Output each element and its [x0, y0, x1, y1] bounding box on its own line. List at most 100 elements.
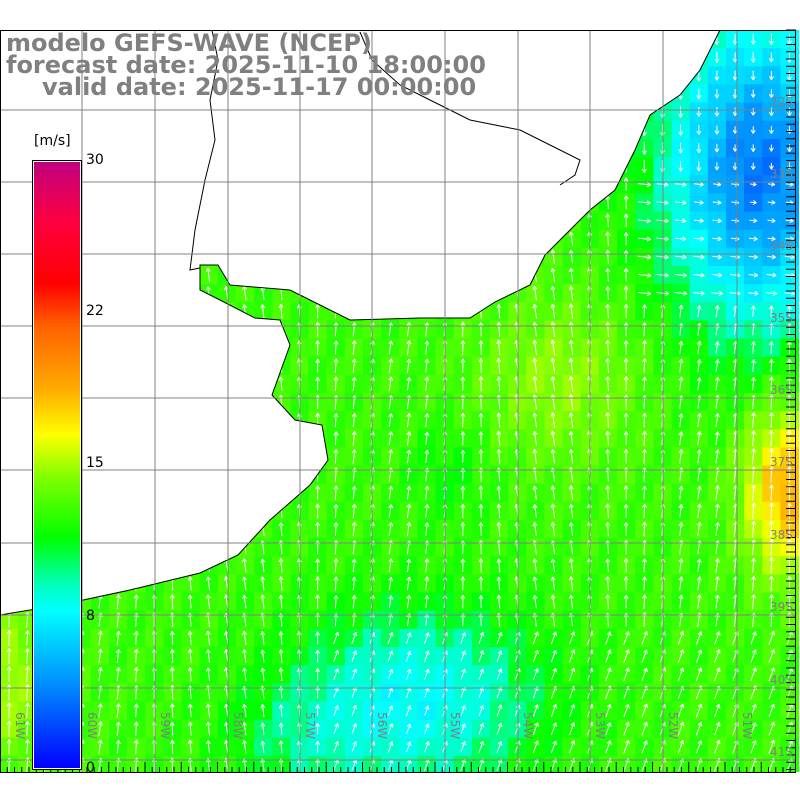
wind-arrow	[532, 176, 538, 192]
wind-arrow	[25, 503, 30, 519]
wind-cell	[90, 483, 110, 503]
wind-arrow	[370, 140, 375, 156]
wind-arrow	[25, 340, 30, 355]
latitude-label: 41S	[770, 745, 793, 759]
wind-arrow	[315, 104, 321, 119]
wind-arrow	[169, 122, 175, 137]
wind-arrow	[388, 176, 394, 192]
wind-cell	[617, 66, 636, 85]
wind-arrow	[169, 177, 175, 192]
wind-cell	[127, 483, 146, 503]
wind-cell	[217, 538, 237, 557]
wind-cell	[453, 102, 473, 122]
wind-cell	[181, 465, 201, 485]
wind-cell	[254, 211, 273, 231]
wind-cell	[526, 84, 545, 103]
wind-cell	[217, 102, 237, 122]
wind-arrow	[43, 104, 49, 119]
wind-cell	[127, 247, 146, 267]
wind-cell	[635, 48, 654, 67]
wind-cell	[181, 157, 201, 176]
wind-arrow	[406, 213, 412, 228]
wind-arrow	[460, 158, 466, 174]
wind-arrow	[460, 177, 466, 192]
wind-cell	[399, 229, 418, 249]
wind-cell	[0, 538, 19, 557]
wind-arrow	[205, 304, 211, 319]
wind-cell	[108, 102, 128, 122]
wind-arrow	[333, 104, 339, 119]
wind-arrow	[388, 159, 394, 173]
wind-arrow	[568, 122, 574, 137]
wind-cell	[181, 138, 201, 158]
wind-arrow	[496, 213, 502, 228]
wind-cell	[254, 465, 273, 485]
wind-arrow	[6, 195, 12, 210]
wind-arrow	[242, 249, 247, 264]
wind-cell	[163, 356, 182, 376]
wind-arrow	[370, 268, 375, 282]
wind-arrow	[25, 449, 30, 464]
wind-cell	[217, 120, 237, 140]
wind-arrow	[242, 213, 247, 228]
wind-arrow	[605, 68, 611, 83]
wind-arrow	[187, 558, 193, 573]
wind-arrow	[623, 141, 629, 155]
wind-cell	[526, 120, 545, 140]
wind-arrow	[6, 558, 12, 573]
wind-cell	[635, 30, 654, 49]
wind-arrow	[151, 195, 157, 210]
wind-arrow	[115, 358, 121, 373]
wind-cell	[598, 30, 618, 49]
wind-cell	[199, 320, 219, 339]
wind-cell	[90, 538, 110, 557]
wind-cell	[108, 211, 128, 231]
wind-cell	[326, 102, 346, 122]
wind-cell	[417, 175, 436, 194]
wind-arrow	[6, 358, 12, 373]
wind-cell	[199, 465, 219, 485]
wind-cell	[471, 266, 491, 285]
wind-arrow	[6, 594, 12, 609]
wind-cell	[381, 229, 400, 249]
wind-arrow	[242, 394, 247, 409]
wind-arrow	[115, 104, 121, 119]
wind-arrow	[623, 68, 629, 82]
wind-arrow	[25, 249, 30, 264]
wind-arrow	[333, 213, 339, 228]
wind-cell	[635, 102, 654, 122]
wind-cell	[254, 229, 273, 249]
wind-cell	[635, 66, 654, 85]
wind-cell	[90, 102, 110, 122]
wind-arrow	[25, 195, 30, 210]
wind-arrow	[169, 304, 175, 319]
wind-cell	[598, 120, 618, 140]
wind-arrow	[187, 122, 193, 137]
wind-arrow	[169, 485, 175, 500]
wind-cell	[326, 266, 346, 285]
wind-arrow	[6, 539, 12, 555]
wind-arrow	[97, 267, 103, 283]
wind-arrow	[205, 195, 211, 210]
wind-arrow	[6, 122, 12, 137]
wind-cell	[217, 447, 237, 466]
wind-arrow	[315, 158, 321, 174]
wind-cell	[399, 102, 418, 122]
wind-cell	[181, 374, 201, 394]
wind-arrow	[260, 358, 266, 373]
wind-arrow	[424, 122, 430, 137]
wind-cell	[453, 193, 473, 212]
wind-cell	[544, 138, 564, 158]
wind-arrow	[6, 322, 12, 337]
wind-cell	[544, 193, 564, 212]
wind-cell	[471, 138, 491, 158]
wind-arrow	[351, 140, 357, 155]
wind-cell	[199, 520, 219, 539]
wind-cell	[90, 501, 110, 521]
wind-arrow	[260, 231, 266, 246]
wind-arrow	[187, 340, 193, 355]
wind-arrow	[133, 285, 139, 301]
wind-arrow	[388, 267, 394, 283]
wind-cell	[199, 211, 219, 231]
wind-cell	[108, 501, 128, 521]
